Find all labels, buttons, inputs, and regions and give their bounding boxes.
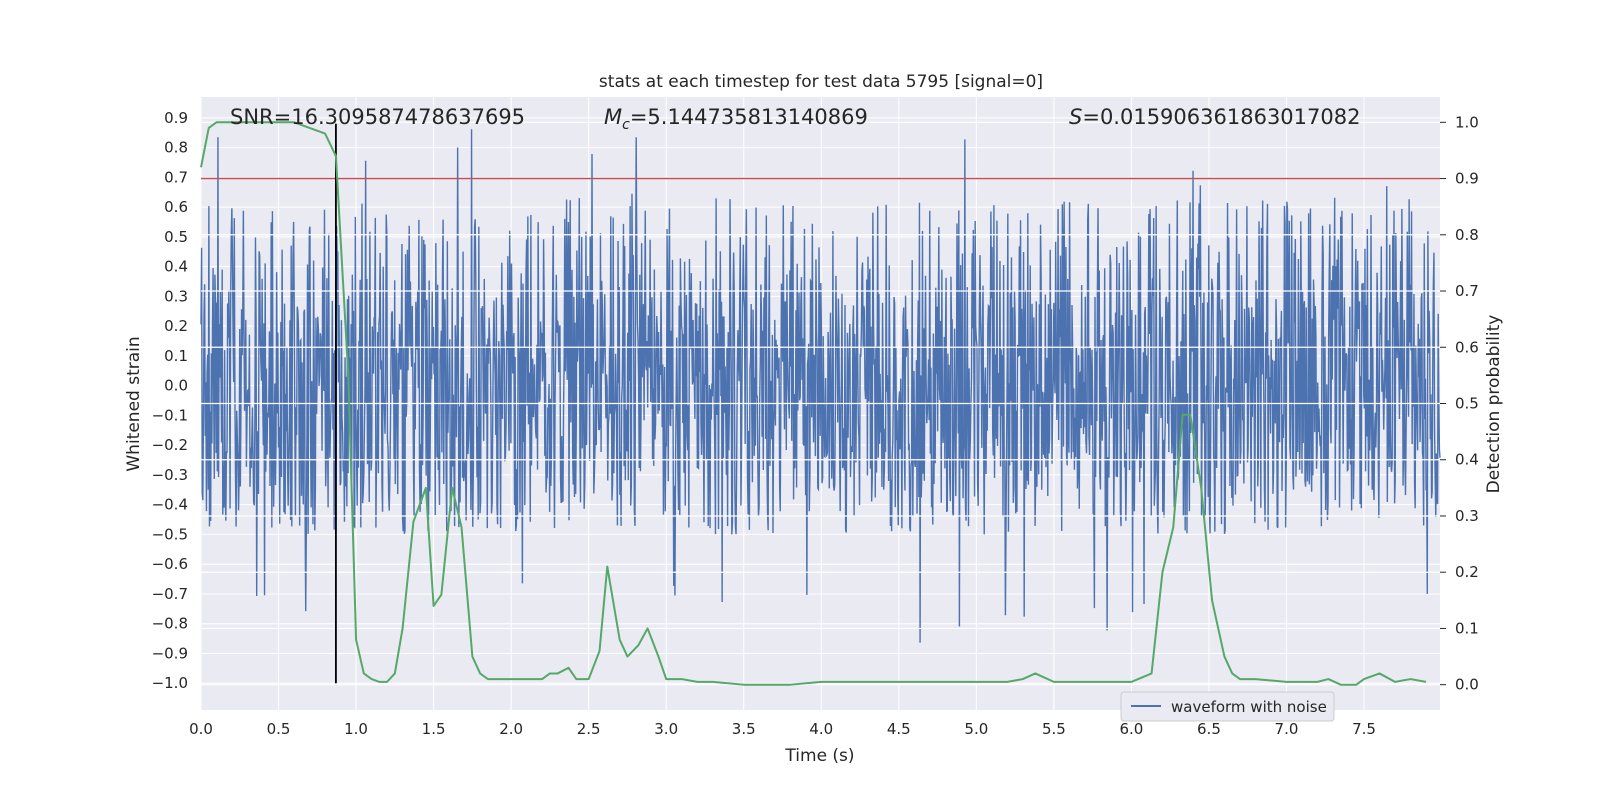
waveform-series [200, 129, 1441, 643]
y2-tick-label: 0.2 [1455, 563, 1479, 581]
y-tick-label: 0.4 [164, 258, 188, 276]
legend: waveform with noise [1120, 691, 1335, 722]
y-tick-label: −0.1 [152, 406, 188, 424]
y2-tick-label: 0.0 [1455, 676, 1479, 694]
overlay-lines [200, 121, 1440, 686]
y-tick-label: 0.9 [164, 109, 188, 127]
s-annotation: S=0.015906361863017082 [1069, 105, 1360, 129]
x-tick-label: 4.0 [809, 720, 833, 738]
y-tick-label: −0.5 [152, 525, 188, 543]
y-tick-label: −0.2 [152, 436, 188, 454]
x-axis-label: Time (s) [784, 746, 854, 766]
legend-box [1120, 691, 1335, 722]
y-tick-label: 0.6 [164, 198, 188, 216]
y-tick-label: −0.8 [152, 615, 188, 633]
y2-axis-label: Detection probability [1484, 315, 1504, 494]
y-tick-label: −0.4 [152, 496, 188, 514]
axis-ticks: 0.0 0.5 1.0 1.5 2.0 2.5 3.0 3.5 4.0 4.5 5.0 5.5 6.0 6… [152, 109, 1479, 738]
y2-tick-label: 0.4 [1455, 451, 1479, 469]
x-tick-label: 0.0 [189, 720, 213, 738]
s-value: =0.015906361863017082 [1082, 105, 1360, 129]
snr-annotation: SNR=16.309587478637695 [230, 105, 525, 129]
chirp-mass-value: =5.144735813140869 [630, 105, 868, 129]
y2-tick-label: 0.9 [1455, 170, 1479, 188]
x-tick-label: 4.5 [887, 720, 911, 738]
s-symbol: S [1069, 105, 1082, 129]
y-tick-label: 0.0 [164, 377, 188, 395]
x-tick-label: 2.0 [499, 720, 523, 738]
x-tick-label: 2.5 [577, 720, 601, 738]
x-tick-label: 0.5 [267, 720, 291, 738]
y-tick-label: −0.3 [152, 466, 188, 484]
y2-tick-label: 0.8 [1455, 226, 1479, 244]
y-tick-label: 0.3 [164, 287, 188, 305]
y2-tick-label: 0.3 [1455, 507, 1479, 525]
y-tick-label: 0.8 [164, 139, 188, 157]
x-tick-label: 6.0 [1119, 720, 1143, 738]
y-tick-label: −1.0 [152, 674, 188, 692]
chirp-mass-annotation: Mc=5.144735813140869 [604, 105, 868, 133]
y2-tick-label: 0.5 [1455, 395, 1479, 413]
y-tick-label: 0.2 [164, 317, 188, 335]
x-tick-label: 5.0 [964, 720, 988, 738]
chart-title: stats at each timestep for test data 579… [599, 72, 1043, 92]
y2-tick-label: 0.6 [1455, 338, 1479, 356]
y-tick-label: −0.9 [152, 644, 188, 662]
waveform-line [200, 129, 1441, 643]
x-tick-label: 7.5 [1352, 720, 1376, 738]
y-tick-label: −0.6 [152, 555, 188, 573]
x-tick-label: 5.5 [1042, 720, 1066, 738]
y2-tick-label: 0.7 [1455, 282, 1479, 300]
x-tick-label: 3.5 [732, 720, 756, 738]
y-tick-label: 0.5 [164, 228, 188, 246]
y-tick-label: −0.7 [152, 585, 188, 603]
y-tick-label: 0.1 [164, 347, 188, 365]
chirp-mass-subscript: c [622, 117, 630, 133]
legend-entry-waveform: waveform with noise [1171, 698, 1327, 716]
y2-tick-label: 1.0 [1455, 113, 1479, 131]
detection-probability-line [200, 121, 1427, 686]
y-tick-label: 0.7 [164, 168, 188, 186]
x-tick-label: 1.0 [344, 720, 368, 738]
x-tick-label: 6.5 [1197, 720, 1221, 738]
y-axis-label: Whitened strain [124, 336, 144, 471]
chirp-mass-symbol: M [604, 105, 622, 129]
x-tick-label: 3.0 [654, 720, 678, 738]
x-tick-label: 7.0 [1275, 720, 1299, 738]
y2-tick-label: 0.1 [1455, 619, 1479, 637]
x-tick-label: 1.5 [422, 720, 446, 738]
